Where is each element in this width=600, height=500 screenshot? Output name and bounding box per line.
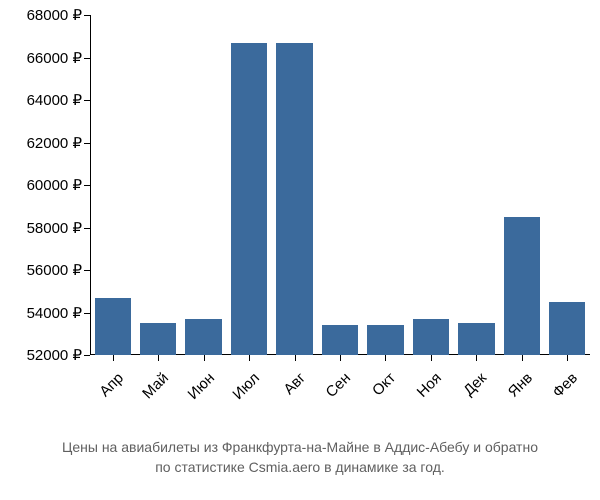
bar [367, 325, 403, 355]
caption-line-1: Цены на авиабилеты из Франкфурта-на-Майн… [0, 438, 600, 458]
y-tick-label: 52000 ₽ [27, 346, 82, 364]
x-tick-mark [113, 355, 114, 361]
x-tick-mark [249, 355, 250, 361]
y-tick-label: 68000 ₽ [27, 6, 82, 24]
x-tick-mark [385, 355, 386, 361]
x-tick-mark [567, 355, 568, 361]
bar [504, 217, 540, 355]
bar [231, 43, 267, 355]
x-axis-labels: АпрМайИюнИюлАвгСенОктНояДекЯнвФев [90, 355, 590, 425]
x-tick-mark [158, 355, 159, 361]
y-tick-mark [84, 100, 90, 101]
x-tick-mark [476, 355, 477, 361]
y-tick-label: 58000 ₽ [27, 219, 82, 237]
y-tick-label: 56000 ₽ [27, 261, 82, 279]
bars-container [90, 15, 590, 355]
bar [413, 319, 449, 355]
caption-line-2: по статистике Csmia.aero в динамике за г… [0, 458, 600, 478]
y-tick-label: 66000 ₽ [27, 49, 82, 67]
x-tick-mark [431, 355, 432, 361]
y-tick-label: 54000 ₽ [27, 304, 82, 322]
bar [185, 319, 221, 355]
y-tick-label: 60000 ₽ [27, 176, 82, 194]
y-tick-mark [84, 228, 90, 229]
y-tick-mark [84, 185, 90, 186]
y-axis: 52000 ₽54000 ₽56000 ₽58000 ₽60000 ₽62000… [0, 15, 90, 355]
bar [95, 298, 131, 355]
x-tick-mark [522, 355, 523, 361]
y-tick-mark [84, 143, 90, 144]
bar [276, 43, 312, 355]
plot-area [90, 15, 590, 355]
x-tick-mark [204, 355, 205, 361]
y-tick-label: 62000 ₽ [27, 134, 82, 152]
bar [322, 325, 358, 355]
x-tick-mark [295, 355, 296, 361]
y-tick-mark [84, 313, 90, 314]
bar [140, 323, 176, 355]
y-tick-label: 64000 ₽ [27, 91, 82, 109]
price-chart: 52000 ₽ 54000 ₽ 56000 ₽ 58000 ₽ 60000 ₽ 62000… [0, 0, 600, 500]
bar [458, 323, 494, 355]
bar [549, 302, 585, 355]
y-tick-mark [84, 58, 90, 59]
y-tick-mark [84, 270, 90, 271]
x-tick-mark [340, 355, 341, 361]
y-tick-mark [84, 15, 90, 16]
